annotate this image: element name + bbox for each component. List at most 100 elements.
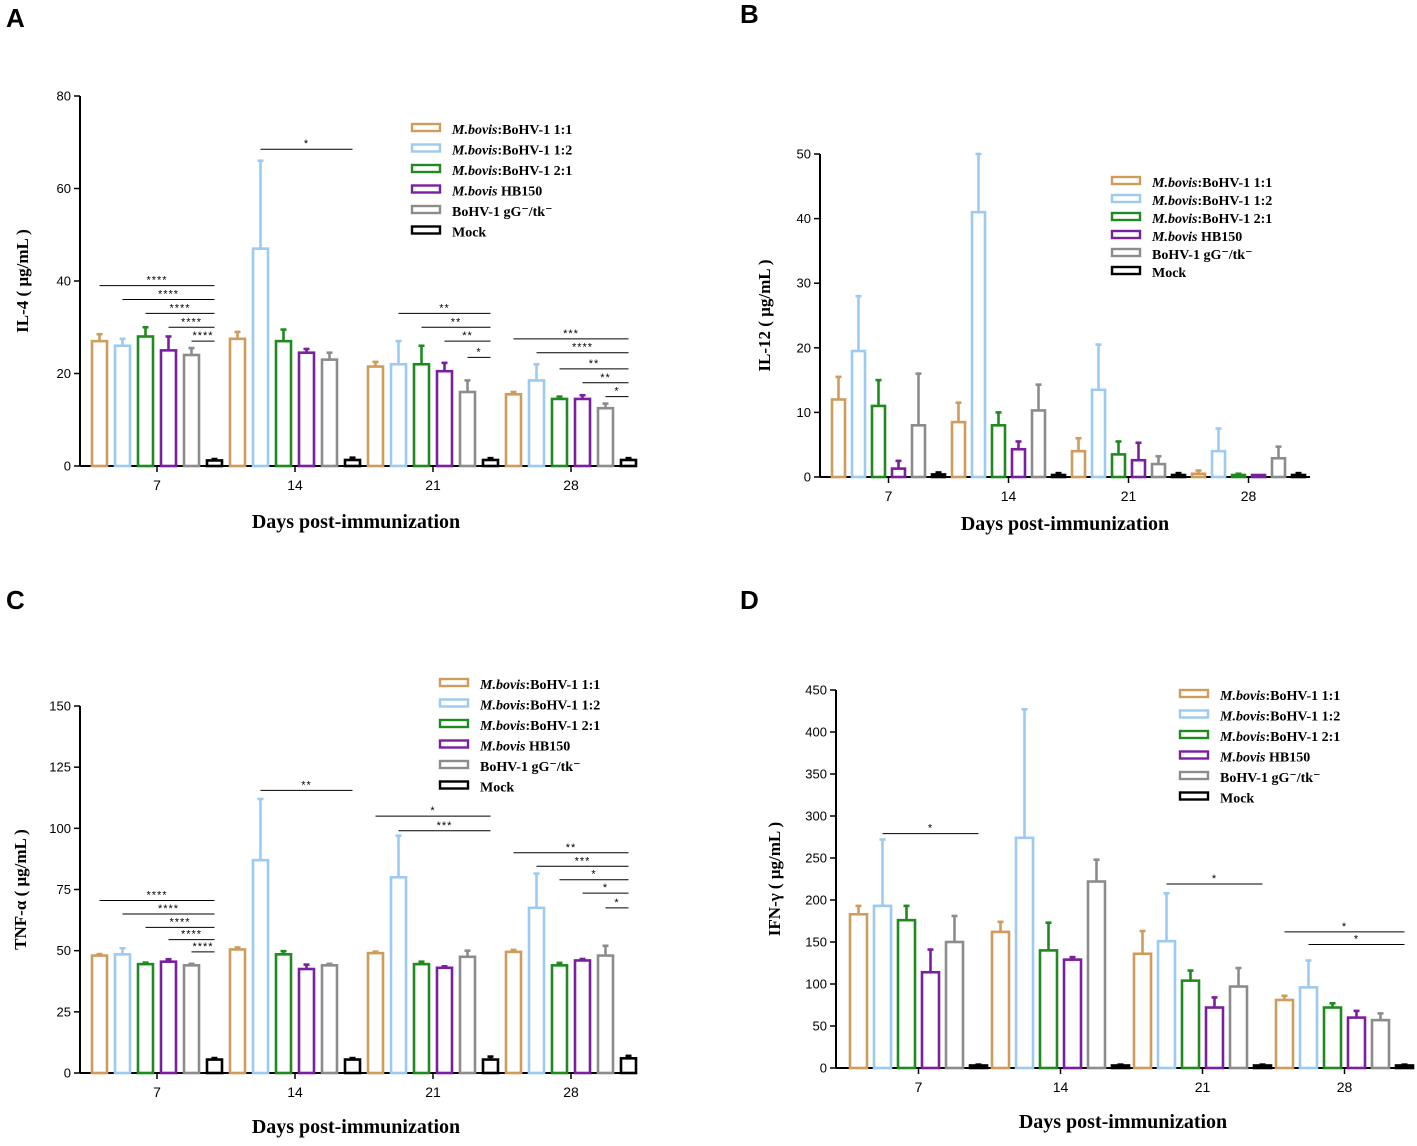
y-tick-label: 400	[805, 725, 827, 740]
bar	[1204, 1006, 1225, 1070]
y-tick-label: 0	[64, 459, 71, 474]
legend-label: M.bovis:BoHV-1 2:1	[1151, 212, 1272, 227]
bar	[320, 358, 339, 468]
bar	[504, 950, 523, 1075]
x-tick-label: 7	[885, 488, 893, 504]
panel-letter: B	[740, 0, 759, 29]
chart-panel-a: A 0 20 40 60 80 IL-4 ( μg/mL ) Days post-immuni…	[6, 3, 638, 533]
legend-label: M.bovis HB150	[479, 740, 570, 755]
bar	[159, 960, 178, 1075]
y-tick-label: 350	[805, 767, 827, 782]
significance-label: *	[304, 138, 309, 150]
bar	[228, 948, 247, 1075]
legend-label: M.bovis:BoHV-1 1:1	[479, 678, 600, 693]
bar	[550, 964, 569, 1075]
bar	[527, 906, 546, 1075]
bar	[1050, 473, 1067, 479]
chart-panel-d: D 0 50 100 150 200 250 300 350 400 450 IFN-γ ( μg/m…	[740, 585, 1415, 1133]
significance-label: ****	[169, 916, 190, 928]
y-tick-label: 150	[805, 935, 827, 950]
significance-label: ****	[181, 316, 202, 328]
legend-label: BoHV-1 gG⁻/tk⁻	[480, 760, 580, 775]
bar	[1156, 939, 1177, 1070]
legend-label: M.bovis:BoHV-1 1:1	[1151, 176, 1272, 191]
significance-label: ***	[437, 820, 453, 832]
legend-label: M.bovis HB150	[1219, 751, 1310, 766]
bar	[990, 930, 1011, 1070]
x-tick-label: 28	[563, 477, 579, 493]
x-tick-label: 21	[425, 1084, 441, 1100]
significance-label: *	[591, 869, 596, 881]
y-tick-label: 125	[49, 760, 71, 775]
bar	[228, 337, 247, 468]
bar	[890, 467, 907, 479]
bar	[90, 339, 109, 468]
significance-label: **	[301, 779, 312, 791]
bar	[481, 458, 500, 468]
y-tick-label: 50	[797, 147, 811, 162]
bar	[389, 362, 408, 468]
x-tick-label: 21	[1195, 1079, 1211, 1095]
bar	[970, 210, 987, 479]
bar	[90, 954, 109, 1075]
x-tick-label: 21	[1121, 488, 1137, 504]
x-tick-label: 14	[1001, 488, 1017, 504]
legend-swatch	[1110, 211, 1142, 222]
y-tick-label: 200	[805, 893, 827, 908]
legend-swatch	[1178, 729, 1210, 740]
y-tick-label: 50	[57, 943, 71, 958]
bar	[113, 344, 132, 468]
y-tick-label: 50	[813, 1019, 827, 1034]
bar	[1250, 473, 1267, 479]
legend-swatch	[1110, 247, 1142, 258]
bar	[251, 247, 270, 468]
legend-label: M.bovis:BoHV-1 2:1	[1219, 730, 1340, 745]
significance-label: *	[614, 897, 619, 909]
legend-label: M.bovis HB150	[1151, 230, 1242, 245]
bar	[1130, 458, 1147, 479]
panel-letter: D	[740, 585, 759, 615]
legend-label: M.bovis:BoHV-1 1:1	[1219, 689, 1340, 704]
legend-swatch	[410, 122, 442, 133]
bar	[1110, 453, 1127, 479]
legend-swatch	[1178, 791, 1210, 801]
bar	[1228, 985, 1249, 1070]
bar	[1014, 836, 1035, 1070]
legend-label: M.bovis:BoHV-1 2:1	[451, 164, 572, 179]
legend-swatch	[438, 759, 470, 770]
x-axis-label: Days post-immunization	[1019, 1111, 1227, 1133]
bar	[1132, 952, 1153, 1070]
bar	[458, 390, 477, 468]
legend-swatch	[410, 163, 442, 174]
significance-label: **	[589, 358, 600, 370]
significance-label: ****	[158, 903, 179, 915]
legend-label: Mock	[1220, 792, 1254, 807]
bar	[205, 459, 224, 468]
bar	[182, 353, 201, 468]
bar	[920, 970, 941, 1070]
x-tick-label: 7	[153, 477, 161, 493]
legend-swatch	[438, 718, 470, 729]
bar	[1290, 473, 1307, 479]
legend-label: M.bovis:BoHV-1 1:2	[479, 699, 600, 714]
legend-label: Mock	[480, 781, 514, 796]
bar	[848, 912, 869, 1070]
significance-label: ****	[169, 302, 190, 314]
significance-label: *	[430, 805, 435, 817]
bar	[412, 962, 431, 1075]
x-tick-label: 28	[1337, 1079, 1353, 1095]
legend-label: BoHV-1 gG⁻/tk⁻	[1220, 771, 1320, 786]
y-tick-label: 80	[57, 89, 71, 104]
bar	[1038, 949, 1059, 1070]
bar	[1322, 1006, 1343, 1070]
legend-label: M.bovis HB150	[451, 185, 542, 200]
bar	[619, 458, 638, 468]
y-tick-label: 0	[64, 1066, 71, 1081]
bar	[1190, 472, 1207, 479]
chart-panel-b: B 0 10 20 30 40 50 IL-12 ( μg/mL ) Days post-imm…	[740, 0, 1310, 535]
y-tick-label: 25	[57, 1004, 71, 1019]
significance-label: *	[476, 346, 481, 358]
bar	[366, 365, 385, 468]
legend-swatch	[410, 184, 442, 194]
legend-label: Mock	[452, 226, 486, 241]
